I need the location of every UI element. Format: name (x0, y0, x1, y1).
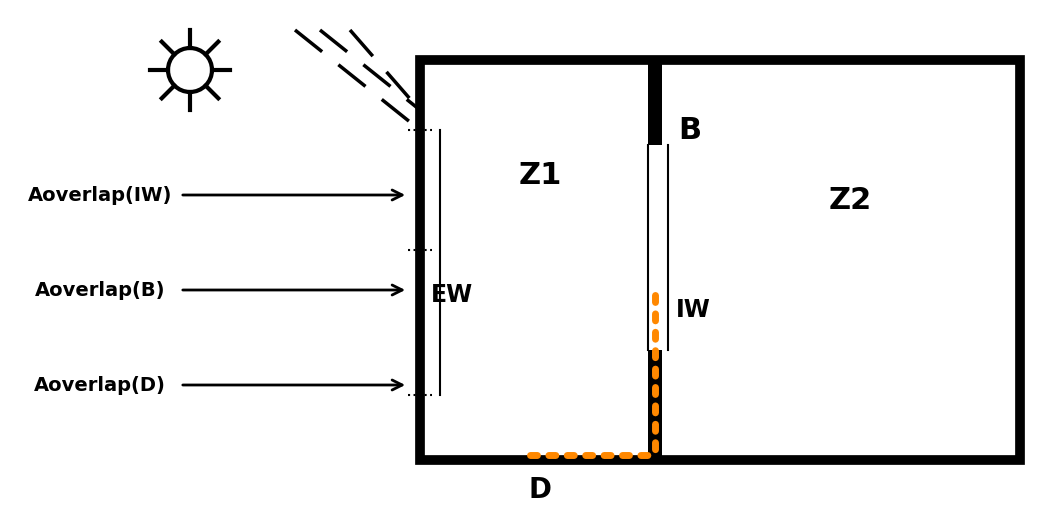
Circle shape (168, 48, 212, 92)
Text: Aoverlap(IW): Aoverlap(IW) (28, 186, 172, 204)
Text: Z2: Z2 (829, 186, 872, 215)
Text: IW: IW (676, 298, 710, 322)
Text: D: D (529, 476, 552, 504)
Text: Aoverlap(D): Aoverlap(D) (34, 375, 166, 395)
Bar (648, 145, 668, 350)
Bar (648, 60, 662, 460)
Bar (420, 60, 1020, 460)
Text: Aoverlap(B): Aoverlap(B) (35, 280, 166, 300)
Text: EW: EW (431, 283, 473, 307)
Text: B: B (679, 115, 702, 145)
Text: Z1: Z1 (518, 161, 561, 189)
